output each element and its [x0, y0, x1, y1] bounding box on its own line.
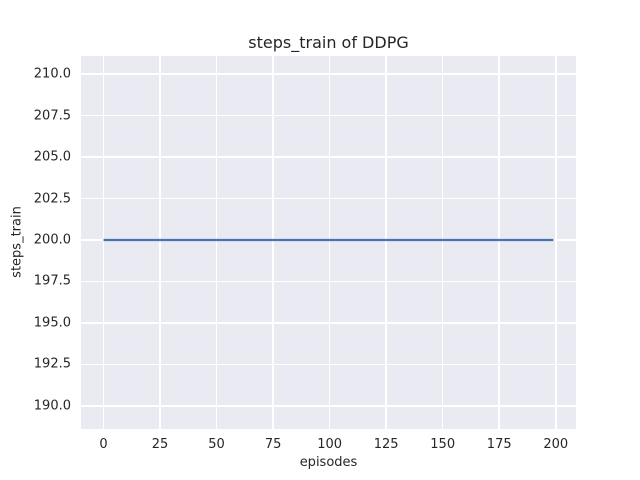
x-tick-label: 100 [317, 437, 343, 452]
y-tick-label: 210.0 [33, 66, 71, 82]
x-gridline [215, 56, 218, 429]
y-tick-label: 205.0 [33, 149, 71, 165]
x-gridline [102, 56, 105, 429]
y-gridline [81, 363, 576, 366]
plot-area [81, 56, 576, 429]
x-tick-label: 50 [208, 437, 225, 452]
x-gridline [441, 56, 444, 429]
x-tick-label: 75 [264, 437, 282, 452]
x-tick-label: 125 [373, 437, 399, 452]
y-tick-label: 192.5 [33, 356, 71, 372]
x-gridline [554, 56, 557, 429]
y-tick-label: 200.0 [33, 232, 71, 248]
x-tick-label: 150 [430, 437, 456, 452]
x-gridline [159, 56, 161, 429]
x-gridline [385, 56, 387, 429]
y-gridline [81, 280, 576, 283]
y-tick-label: 197.5 [33, 273, 71, 289]
y-gridline [81, 322, 576, 324]
y-gridline [81, 156, 576, 158]
x-tick-label: 0 [99, 437, 108, 452]
x-gridline [498, 56, 501, 429]
x-gridline [272, 56, 274, 429]
x-tick-label: 25 [151, 437, 169, 452]
y-gridline [81, 73, 576, 76]
x-gridline [328, 56, 331, 429]
y-tick-label: 195.0 [33, 315, 71, 331]
chart-title: steps_train of DDPG [248, 33, 409, 52]
x-axis-label: episodes [299, 455, 358, 470]
y-gridline [81, 197, 576, 200]
y-gridline [81, 404, 576, 407]
x-tick-label: 175 [486, 437, 512, 452]
y-tick-label: 202.5 [33, 191, 71, 207]
chart-canvas [103, 238, 554, 242]
y-tick-label: 207.5 [33, 108, 71, 124]
y-tick-label: 190.0 [33, 398, 71, 414]
x-tick-label: 200 [543, 437, 569, 452]
y-gridline [81, 114, 576, 117]
